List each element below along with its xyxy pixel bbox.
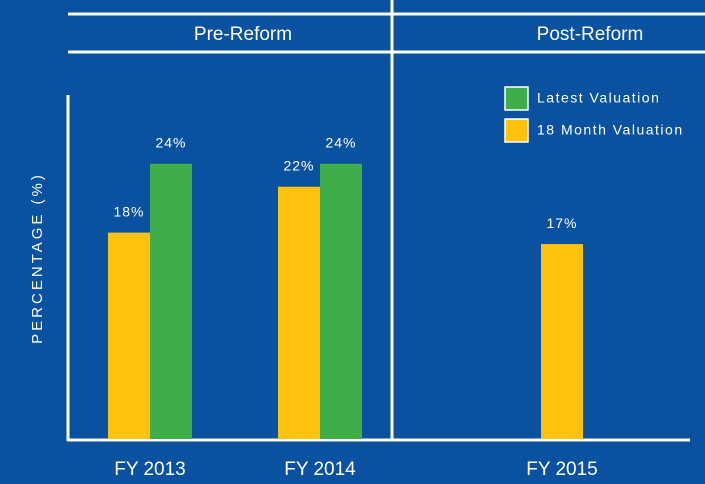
data-label: 22% bbox=[283, 157, 314, 173]
section-label: Pre-Reform bbox=[194, 24, 292, 45]
bar bbox=[541, 244, 583, 439]
data-label: 24% bbox=[325, 135, 356, 151]
bar bbox=[278, 186, 320, 439]
bar bbox=[150, 163, 192, 440]
bar bbox=[108, 232, 150, 439]
data-label: 17% bbox=[546, 215, 577, 231]
data-label: 18% bbox=[113, 203, 144, 219]
x-tick-label: FY 2015 bbox=[526, 459, 597, 480]
bar bbox=[320, 163, 362, 440]
legend-label: 18 Month Valuation bbox=[537, 122, 684, 138]
legend-label: Latest Valuation bbox=[537, 90, 660, 106]
y-axis-label: PERCENTAGE (%) bbox=[29, 172, 46, 344]
x-tick-label: FY 2014 bbox=[284, 459, 356, 480]
x-tick-label: FY 2013 bbox=[114, 459, 185, 480]
legend-swatch bbox=[504, 86, 529, 111]
data-label: 24% bbox=[155, 135, 186, 151]
legend-swatch bbox=[504, 118, 529, 143]
section-label: Post-Reform bbox=[537, 24, 644, 45]
